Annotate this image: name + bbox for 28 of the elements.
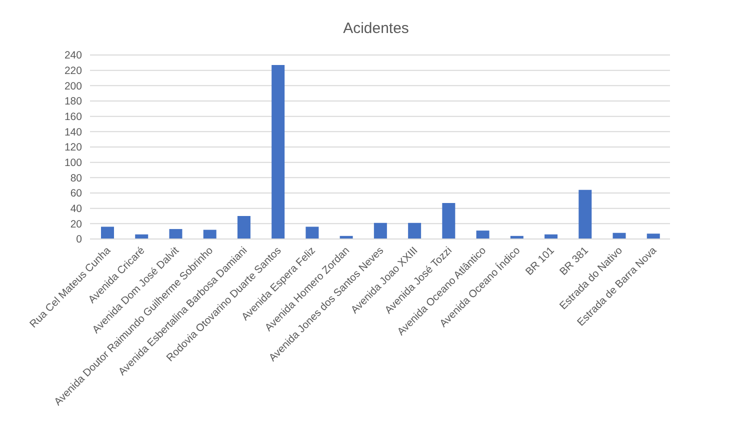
- y-tick-label: 220: [64, 65, 82, 78]
- chart-title: Acidentes: [342, 20, 410, 37]
- y-tick-label: 200: [64, 80, 82, 92]
- y-tick-label: 120: [64, 142, 82, 154]
- bar: [408, 222, 422, 239]
- bar: [646, 234, 660, 239]
- bar: [374, 222, 387, 239]
- bar: [169, 229, 182, 239]
- bar: [272, 64, 285, 239]
- y-tick-label: 0: [76, 234, 82, 246]
- y-tick-label: 160: [64, 111, 82, 124]
- bar: [101, 226, 114, 239]
- y-tick-label: 80: [70, 172, 82, 184]
- bar: [306, 226, 319, 239]
- bar: [442, 202, 456, 239]
- y-tick-label: 100: [64, 157, 82, 170]
- y-tick-label: 240: [64, 50, 82, 62]
- bar: [476, 230, 490, 239]
- y-tick-label: 20: [70, 218, 82, 230]
- y-tick-label: 40: [70, 203, 82, 216]
- bar: [612, 232, 626, 239]
- bar: [203, 230, 216, 239]
- y-tick-label: 140: [64, 126, 82, 138]
- y-tick-label: 180: [64, 96, 82, 108]
- bar: [237, 216, 250, 239]
- y-tick-label: 60: [70, 188, 82, 200]
- bar: [578, 190, 592, 239]
- x-tick-label: BR 101: [523, 244, 557, 278]
